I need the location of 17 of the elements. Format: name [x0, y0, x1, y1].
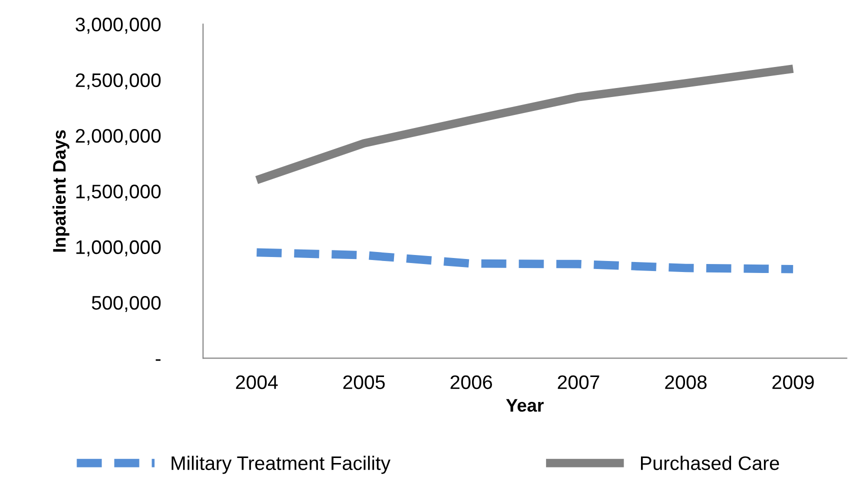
- x-tick-label: 2006: [450, 375, 492, 390]
- y-tick-label: 500,000: [92, 296, 161, 312]
- y-tick-label: -: [156, 359, 161, 361]
- x-axis-title: Year: [506, 399, 544, 412]
- x-tick-label: 2009: [772, 375, 814, 390]
- x-tick-label: 2008: [665, 375, 707, 390]
- y-axis-title: Inpatient Days: [52, 130, 70, 252]
- legend-label: Military Treatment Facility: [172, 456, 390, 474]
- y-tick-label: 2,000,000: [76, 128, 161, 146]
- y-tick-label: 1,000,000: [76, 240, 161, 256]
- y-tick-label: 3,000,000: [76, 18, 161, 34]
- y-tick-label: 1,500,000: [76, 184, 161, 201]
- legend-label: Purchased Care: [640, 456, 780, 470]
- x-tick-label: 2004: [236, 375, 278, 390]
- x-tick-label: 2005: [343, 375, 385, 390]
- x-tick-label: 2007: [558, 375, 600, 390]
- y-tick-label: 2,500,000: [76, 73, 161, 90]
